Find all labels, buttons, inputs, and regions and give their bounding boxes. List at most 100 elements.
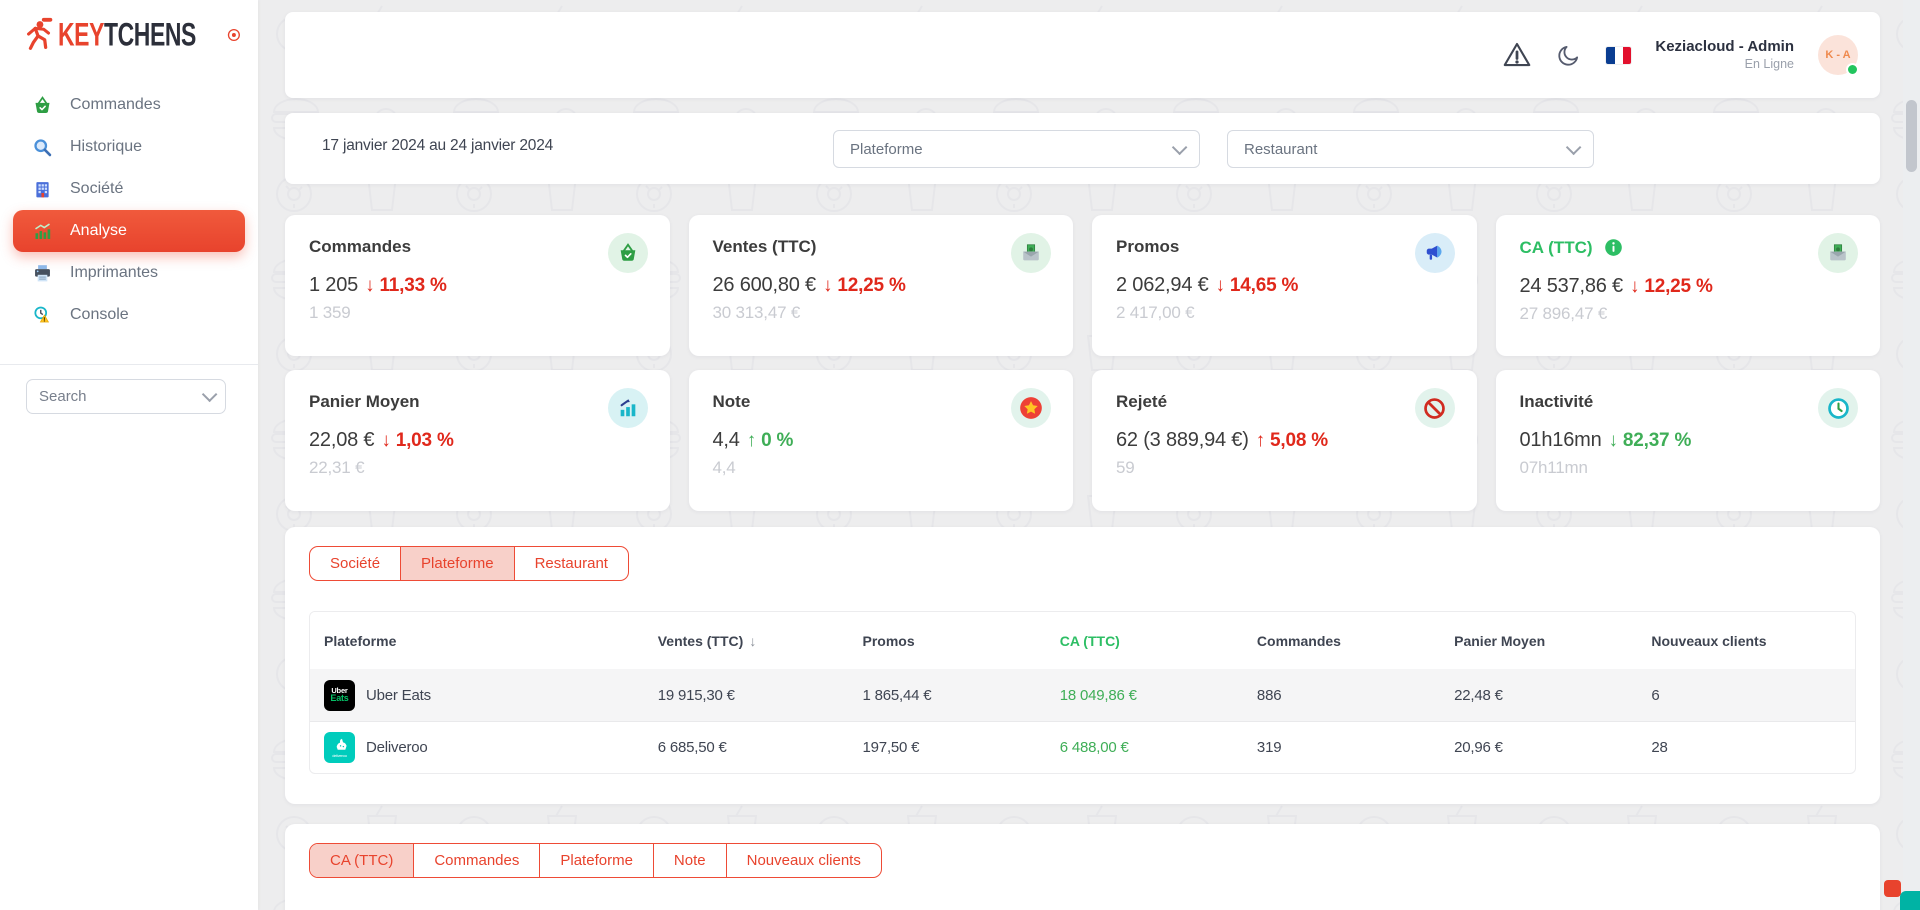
- stat-card-panier-moyen: Panier Moyen 22,08 € ↓ 1,03 % 22,31 €: [285, 370, 670, 511]
- floating-widget-red[interactable]: [1884, 880, 1901, 897]
- bar-chart-icon: [35, 222, 51, 239]
- stat-delta: ↓ 1,03 %: [381, 430, 454, 451]
- stat-previous-value: 59: [1116, 458, 1135, 477]
- building-icon: [36, 181, 49, 197]
- cell-promos: 197,50 €: [862, 739, 920, 756]
- search-select-label: Search: [39, 388, 87, 405]
- stat-card-note: Note 4,4 ↑ 0 % 4,4: [688, 370, 1073, 511]
- stats-grid: Commandes 1 205 ↓ 11,33 % 1 359 Ventes (T…: [285, 215, 1880, 511]
- floating-widget-teal[interactable]: [1900, 891, 1920, 910]
- cell-panier: 22,48 €: [1454, 686, 1503, 704]
- runner-chef-icon: [27, 17, 53, 50]
- search-select[interactable]: Search: [26, 379, 226, 414]
- table-row-ubereats[interactable]: Uber Eats Uber Eats 19 915,30 € 1 865,44…: [310, 669, 1855, 721]
- sidebar-item-label: Commandes: [70, 96, 161, 113]
- cell-panier: 20,96 €: [1454, 739, 1503, 756]
- col-commandes[interactable]: Commandes: [1256, 632, 1341, 649]
- restaurant-select[interactable]: Restaurant: [1227, 130, 1594, 168]
- col-nouveaux-clients[interactable]: Nouveaux clients: [1651, 632, 1767, 649]
- clock-warning-icon: [34, 306, 50, 322]
- ubereats-logo-text: Eats: [330, 693, 349, 704]
- cell-ventes: 6 685,50 €: [657, 739, 727, 756]
- money-envelope-icon: [1011, 233, 1051, 273]
- sidebar-item-analyse[interactable]: Analyse: [13, 210, 245, 252]
- star-badge-icon: [1011, 388, 1051, 428]
- sidebar-item-label: Société: [70, 180, 124, 197]
- online-status-dot: [1846, 63, 1859, 76]
- money-envelope-icon: [1818, 233, 1858, 273]
- metric-panel: CA (TTC) Commandes Plateforme Note Nouve…: [285, 824, 1880, 910]
- tab-societe[interactable]: Société: [310, 547, 402, 580]
- brand-name: KEYTCHENS: [58, 16, 196, 53]
- alert-icon[interactable]: [1502, 40, 1532, 70]
- avatar[interactable]: K - A: [1818, 35, 1859, 76]
- date-range-picker[interactable]: 17 janvier 2024 au 24 janvier 2024: [322, 137, 554, 154]
- stat-delta: ↓ 14,65 %: [1215, 275, 1299, 296]
- info-icon[interactable]: [1603, 237, 1624, 258]
- sidebar: KEYTCHENS Commandes Historique Société A…: [0, 0, 258, 910]
- stat-previous-value: 27 896,47 €: [1519, 304, 1608, 323]
- stat-previous-value: 22,31 €: [309, 458, 365, 477]
- stat-value: 1 205: [309, 274, 359, 296]
- magnifier-icon: [34, 138, 52, 156]
- sidebar-nav: Commandes Historique Société Analyse Imp…: [0, 68, 258, 336]
- sidebar-item-console[interactable]: Console: [0, 294, 258, 336]
- french-flag-icon[interactable]: [1606, 46, 1632, 64]
- group-by-tabs: Société Plateforme Restaurant: [309, 546, 629, 581]
- sort-desc-icon[interactable]: ↓: [749, 632, 757, 649]
- topbar: Keziacloud - Admin En Ligne K - A: [285, 12, 1880, 98]
- avatar-initials: K - A: [1825, 49, 1851, 61]
- vertical-scrollbar[interactable]: [1903, 0, 1920, 910]
- scrollbar-thumb[interactable]: [1906, 100, 1917, 172]
- ubereats-logo-text: Uber: [331, 685, 348, 695]
- col-panier-moyen[interactable]: Panier Moyen: [1454, 632, 1546, 649]
- stat-title: Ventes (TTC): [712, 237, 817, 256]
- col-ventes[interactable]: Ventes (TTC) ↓: [658, 633, 863, 649]
- user-name: Keziacloud - Admin: [1655, 37, 1794, 55]
- stat-title-text: CA (TTC): [1519, 237, 1593, 257]
- tab-plateforme-metric[interactable]: Plateforme: [540, 844, 654, 877]
- col-ca[interactable]: CA (TTC): [1059, 632, 1120, 649]
- sidebar-item-imprimantes[interactable]: Imprimantes: [0, 252, 258, 294]
- stat-title: Panier Moyen: [309, 392, 420, 411]
- growth-chart-icon: [607, 388, 648, 428]
- col-plateforme[interactable]: Plateforme: [324, 632, 397, 649]
- sidebar-item-label: Historique: [70, 138, 143, 155]
- sidebar-item-commandes[interactable]: Commandes: [0, 84, 258, 126]
- tab-plateforme[interactable]: Plateforme: [401, 547, 515, 580]
- platform-name: Deliveroo: [366, 739, 428, 756]
- tab-nouveaux-clients[interactable]: Nouveaux clients: [746, 852, 861, 869]
- sidebar-item-label: Imprimantes: [70, 264, 159, 281]
- breakdown-panel: Société Plateforme Restaurant Plateforme…: [285, 527, 1880, 804]
- tab-restaurant[interactable]: Restaurant: [534, 555, 608, 572]
- chevron-down-icon: [1171, 139, 1188, 155]
- stat-delta: ↓ 12,25 %: [1629, 276, 1713, 297]
- stat-delta: ↓ 82,37 %: [1608, 430, 1692, 451]
- table-row-deliveroo[interactable]: deliveroo Deliveroo 6 685,50 € 197,50 € …: [310, 721, 1855, 773]
- sidebar-item-societe[interactable]: Société: [0, 168, 258, 210]
- deliveroo-logo: deliveroo: [324, 732, 355, 763]
- platform-name: Uber Eats: [366, 686, 431, 704]
- stat-previous-value: 2 417,00 €: [1116, 303, 1195, 322]
- tab-ca-ttc[interactable]: CA (TTC): [310, 844, 415, 877]
- dark-mode-moon-icon[interactable]: [1556, 42, 1582, 68]
- deliveroo-logo-text: deliveroo: [332, 752, 347, 758]
- col-promos[interactable]: Promos: [862, 632, 915, 649]
- platform-select[interactable]: Plateforme: [833, 130, 1200, 168]
- sidebar-item-label: Analyse: [70, 222, 127, 239]
- tab-commandes[interactable]: Commandes: [414, 844, 541, 877]
- logo: KEYTCHENS: [0, 0, 258, 68]
- stat-title: Commandes: [309, 237, 412, 256]
- printer-icon: [35, 264, 50, 281]
- cell-ca: 18 049,86 €: [1059, 686, 1137, 704]
- stat-value: 24 537,86 €: [1519, 275, 1624, 297]
- user-status: En Ligne: [1744, 56, 1794, 71]
- cell-commandes: 886: [1256, 686, 1282, 704]
- sidebar-toggle-icon[interactable]: [226, 25, 242, 45]
- stat-card-ventes: Ventes (TTC) 26 600,80 € ↓ 12,25 % 30 313…: [688, 215, 1073, 356]
- tab-note[interactable]: Note: [654, 844, 727, 877]
- sidebar-item-label: Console: [70, 306, 129, 323]
- stat-previous-value: 4,4: [712, 458, 736, 477]
- sidebar-item-historique[interactable]: Historique: [0, 126, 258, 168]
- user-menu[interactable]: Keziacloud - Admin En Ligne: [1655, 38, 1794, 72]
